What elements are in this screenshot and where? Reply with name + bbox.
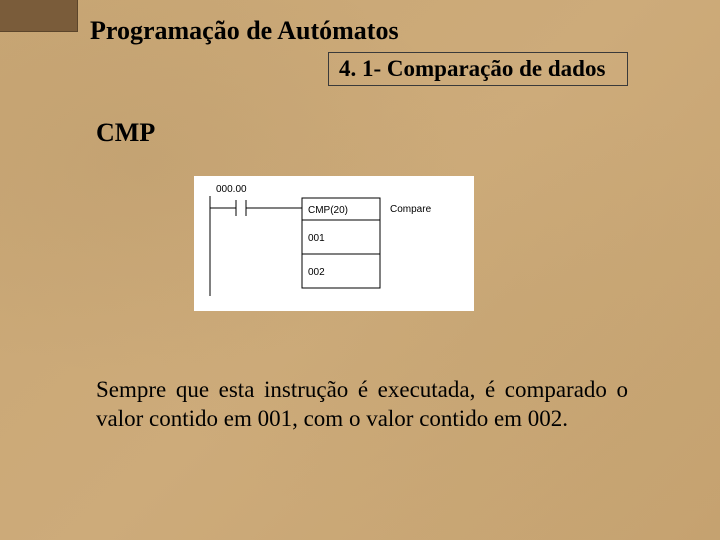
subtitle-box: 4. 1- Comparação de dados bbox=[328, 52, 628, 86]
ladder-diagram: 000.00 CMP(20) 001 002 Compare bbox=[194, 176, 474, 311]
slide-corner-accent bbox=[0, 0, 78, 32]
svg-text:001: 001 bbox=[308, 233, 325, 244]
slide-title: Programação de Autómatos bbox=[90, 16, 399, 46]
svg-text:000.00: 000.00 bbox=[216, 184, 247, 195]
section-heading: CMP bbox=[96, 118, 155, 148]
svg-text:Compare: Compare bbox=[390, 204, 432, 215]
subtitle-text: 4. 1- Comparação de dados bbox=[339, 56, 605, 82]
svg-text:CMP(20): CMP(20) bbox=[308, 205, 348, 216]
body-paragraph: Sempre que esta instrução é executada, é… bbox=[96, 376, 628, 434]
svg-text:002: 002 bbox=[308, 267, 325, 278]
